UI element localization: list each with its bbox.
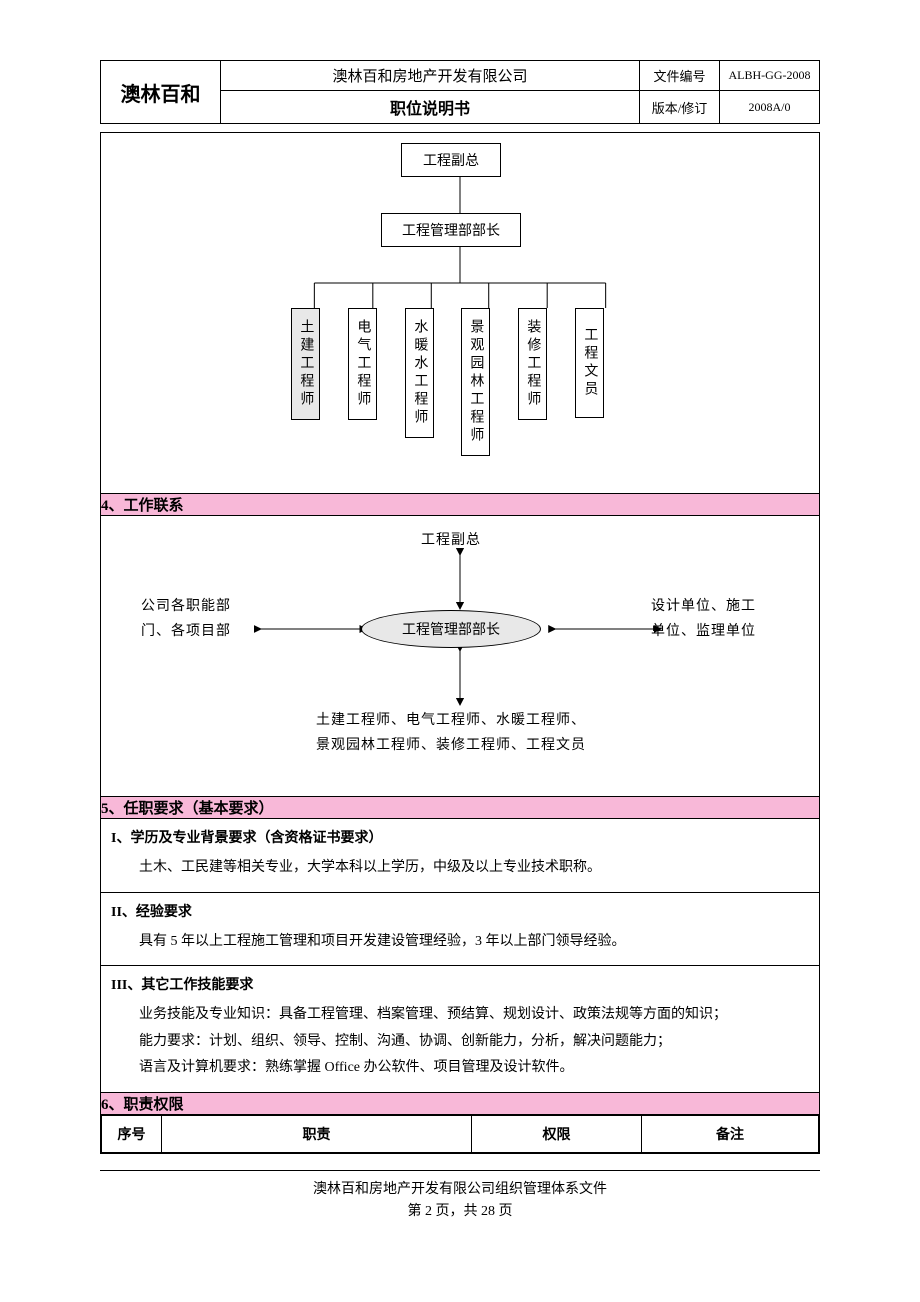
section-5-header: 5、任职要求（基本要求） xyxy=(101,797,820,819)
duty-col4: 备注 xyxy=(642,1115,819,1152)
main-content-table: 工程副总 工程管理部部长 土建工程师 电气工程师 水暖水工程师 景观园林工程师 … xyxy=(100,132,820,1154)
contact-center: 工程管理部部长 xyxy=(361,610,541,648)
org-leaf-3: 景观园林工程师 xyxy=(461,308,490,456)
duty-col2: 职责 xyxy=(162,1115,472,1152)
org-leaf-4: 装修工程师 xyxy=(518,308,547,420)
duty-header-table: 序号 职责 权限 备注 xyxy=(101,1115,819,1153)
doc-title: 职位说明书 xyxy=(221,91,640,124)
req-t2: 具有 5 年以上工程施工管理和项目开发建设管理经验，3 年以上部门领导经验。 xyxy=(101,925,819,966)
doc-no-value: ALBH-GG-2008 xyxy=(720,61,820,91)
footer-line1: 澳林百和房地产开发有限公司组织管理体系文件 xyxy=(100,1179,820,1201)
org-node-top: 工程副总 xyxy=(401,143,501,177)
req-t1: 土木、工民建等相关专业，大学本科以上学历，中级及以上专业技术职称。 xyxy=(101,851,819,892)
org-leaf-0: 土建工程师 xyxy=(291,308,320,420)
org-leaf-1: 电气工程师 xyxy=(348,308,377,420)
contact-bottom: 土建工程师、电气工程师、水暖工程师、景观园林工程师、装修工程师、工程文员 xyxy=(311,708,591,758)
company-name: 澳林百和房地产开发有限公司 xyxy=(221,61,640,91)
duty-col3: 权限 xyxy=(472,1115,642,1152)
section-4-header: 4、工作联系 xyxy=(101,494,820,516)
req-t3a: 业务技能及专业知识：具备工程管理、档案管理、预结算、规划设计、政策法规等方面的知… xyxy=(139,1002,801,1029)
rev-value: 2008A/0 xyxy=(720,91,820,124)
duty-col1: 序号 xyxy=(102,1115,162,1152)
org-leaf-2: 水暖水工程师 xyxy=(405,308,434,438)
req-t3: 业务技能及专业知识：具备工程管理、档案管理、预结算、规划设计、政策法规等方面的知… xyxy=(101,998,819,1092)
brand-cell: 澳林百和 xyxy=(101,61,221,124)
doc-header-table: 澳林百和 澳林百和房地产开发有限公司 文件编号 ALBH-GG-2008 职位说… xyxy=(100,60,820,124)
org-node-mid: 工程管理部部长 xyxy=(381,213,521,247)
req-t3b: 能力要求：计划、组织、领导、控制、沟通、协调、创新能力，分析，解决问题能力； xyxy=(139,1029,801,1056)
rev-label: 版本/修订 xyxy=(640,91,720,124)
req-h2: II、经验要求 xyxy=(101,893,819,925)
org-chart: 工程副总 工程管理部部长 土建工程师 电气工程师 水暖水工程师 景观园林工程师 … xyxy=(101,133,819,493)
section-6-header: 6、职责权限 xyxy=(101,1092,820,1114)
contact-diagram: 工程副总 公司各职能部门、各项目部 工程管理部部长 设计单位、施工单位、监理单位… xyxy=(101,516,819,796)
page-footer: 澳林百和房地产开发有限公司组织管理体系文件 第 2 页，共 28 页 xyxy=(100,1170,820,1224)
doc-no-label: 文件编号 xyxy=(640,61,720,91)
req-t3c: 语言及计算机要求：熟练掌握 Office 办公软件、项目管理及设计软件。 xyxy=(139,1055,801,1082)
footer-line2: 第 2 页，共 28 页 xyxy=(100,1201,820,1223)
contact-top: 工程副总 xyxy=(411,528,491,553)
contact-left: 公司各职能部门、各项目部 xyxy=(141,594,251,644)
contact-right: 设计单位、施工单位、监理单位 xyxy=(651,594,761,644)
org-leaf-5: 工程文员 xyxy=(575,308,604,418)
document-page: 澳林百和 澳林百和房地产开发有限公司 文件编号 ALBH-GG-2008 职位说… xyxy=(0,0,920,1264)
req-h3: III、其它工作技能要求 xyxy=(101,966,819,998)
org-connectors xyxy=(101,133,819,493)
contact-center-label: 工程管理部部长 xyxy=(402,619,500,639)
req-h1: I、学历及专业背景要求（含资格证书要求） xyxy=(101,819,819,851)
